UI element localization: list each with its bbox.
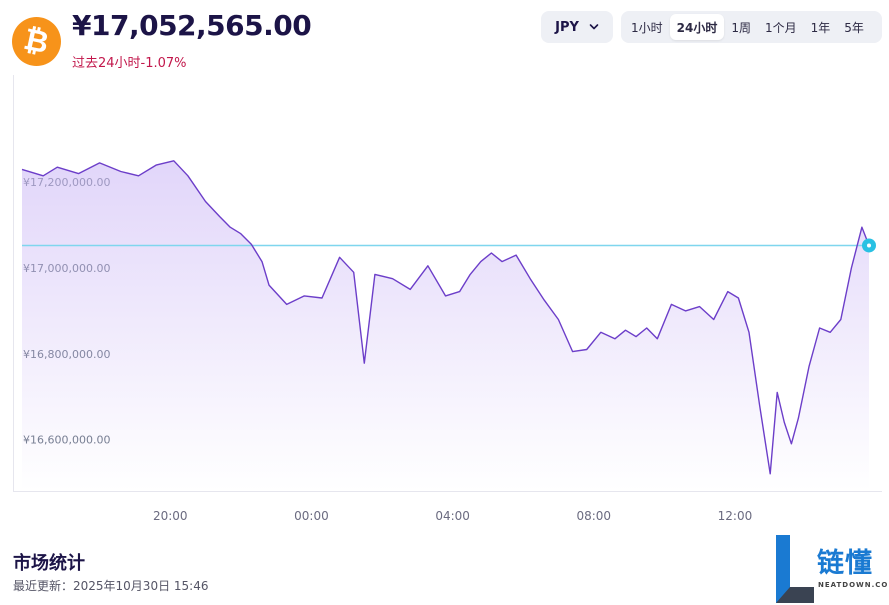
x-tick-label: 12:00: [718, 509, 753, 523]
price-change: 过去24小时-1.07%: [72, 52, 187, 71]
price-chart-svg: ¥17,200,000.00¥17,000,000.00¥16,800,000.…: [21, 160, 876, 491]
x-tick-label: 08:00: [576, 509, 611, 523]
range-tab-24h[interactable]: 24小时: [669, 14, 725, 40]
brand-name: 链懂: [817, 548, 873, 579]
range-tab-5y[interactable]: 5年: [844, 20, 864, 35]
range-tab-1h[interactable]: 1小时: [631, 20, 663, 35]
bitcoin-symbol: ₿: [20, 21, 53, 62]
x-tick-label: 00:00: [294, 509, 329, 523]
x-axis: 20:00 00:00 04:00 08:00 12:00: [153, 509, 753, 523]
range-tab-1m[interactable]: 1个月: [764, 20, 797, 35]
range-tab-1w[interactable]: 1周: [731, 20, 751, 35]
price-area: [22, 160, 869, 491]
brand-logo: 链懂 NEATDOWN.COM: [776, 535, 889, 603]
x-tick-label: 04:00: [435, 509, 470, 523]
last-updated: 最近更新：2025年10月30日 15:46: [13, 579, 209, 593]
change-label: 过去24小时: [72, 56, 141, 71]
time-range-tabs: 1小时 24小时 1周 1个月 1年 5年: [621, 11, 882, 43]
market-stats-title: 市场统计: [13, 553, 85, 574]
current-price: ¥17,052,565.00: [72, 9, 312, 42]
change-value: -1.07%: [140, 56, 187, 71]
range-tab-1y[interactable]: 1年: [810, 20, 831, 35]
current-price-marker-dot: [867, 243, 871, 248]
currency-select[interactable]: JPY: [541, 11, 613, 43]
currency-value: JPY: [555, 19, 579, 35]
brand-domain: NEATDOWN.COM: [818, 581, 889, 589]
price-line: [21, 160, 870, 475]
x-tick-label: 20:00: [153, 509, 188, 523]
chevron-down-icon: [589, 24, 599, 30]
bitcoin-icon: ₿: [12, 17, 61, 66]
brand-mark-icon: [776, 535, 814, 603]
price-chart[interactable]: ¥17,200,000.00¥17,000,000.00¥16,800,000.…: [13, 75, 882, 492]
